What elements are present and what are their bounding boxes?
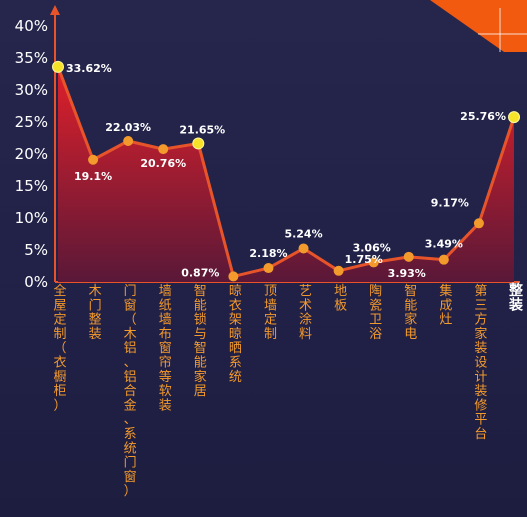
data-label: 21.65% (179, 123, 225, 136)
series-area (58, 66, 514, 282)
data-label: 5.24% (284, 227, 322, 240)
data-point (403, 251, 414, 262)
data-label: 2.18% (249, 247, 287, 260)
y-tick-label: 35% (15, 49, 48, 67)
data-label: 0.87% (181, 266, 219, 279)
category-label: 地板 (334, 284, 347, 313)
category-label: 整装 (508, 282, 524, 313)
data-point (263, 263, 274, 274)
data-label: 25.76% (460, 110, 506, 123)
data-label: 33.62% (66, 62, 112, 75)
data-label: 3.06% (353, 241, 391, 254)
data-label: 3.93% (388, 267, 426, 280)
y-tick-label: 0% (24, 273, 48, 291)
data-point (508, 111, 520, 124)
data-point (298, 243, 309, 254)
data-label: 22.03% (105, 121, 151, 134)
category-label: 智能家电 (404, 284, 417, 342)
data-label: 19.1% (74, 170, 112, 183)
y-tick-label: 15% (15, 177, 48, 195)
data-point (52, 60, 64, 73)
category-label: 艺术涂料 (299, 284, 312, 342)
category-label: 集成灶 (439, 283, 452, 328)
data-label: 20.76% (140, 157, 186, 170)
data-label: 3.49% (425, 238, 463, 251)
series-line (56, 66, 516, 278)
data-point (123, 136, 134, 147)
y-tick-label: 5% (24, 241, 48, 259)
category-label: 陶瓷卫浴 (369, 283, 382, 342)
y-tick-label: 40% (15, 17, 48, 35)
category-label: 晾衣架晾晒系统 (229, 283, 242, 385)
category-label: 顶墙定制 (264, 284, 277, 342)
category-label: 全屋定制（衣橱柜） (53, 283, 66, 413)
data-point (333, 265, 344, 276)
data-point (158, 144, 169, 155)
y-tick-label: 30% (15, 81, 48, 99)
corner-triangle (430, 0, 527, 52)
corner-accent (430, 0, 527, 52)
data-label: 1.75% (345, 253, 383, 266)
data-point (228, 271, 239, 282)
y-tick-label: 25% (15, 113, 48, 131)
data-label: 9.17% (431, 196, 469, 209)
y-tick-label: 10% (15, 209, 48, 227)
data-point (368, 257, 379, 268)
y-axis-arrow (50, 5, 60, 15)
category-label: 木门整装 (89, 284, 102, 342)
category-label: 智能锁与智能家居 (194, 284, 207, 399)
y-tick-label: 20% (15, 145, 48, 163)
category-label: 门窗（木铝、铝合金、系统门窗） (124, 284, 137, 499)
category-label: 墙纸墙布窗帘等软装 (159, 284, 172, 413)
data-point (438, 254, 449, 265)
category-label: 第三方家装设计装修平台 (474, 284, 487, 442)
data-point (192, 137, 205, 150)
data-point (88, 154, 99, 165)
data-point (473, 218, 484, 229)
